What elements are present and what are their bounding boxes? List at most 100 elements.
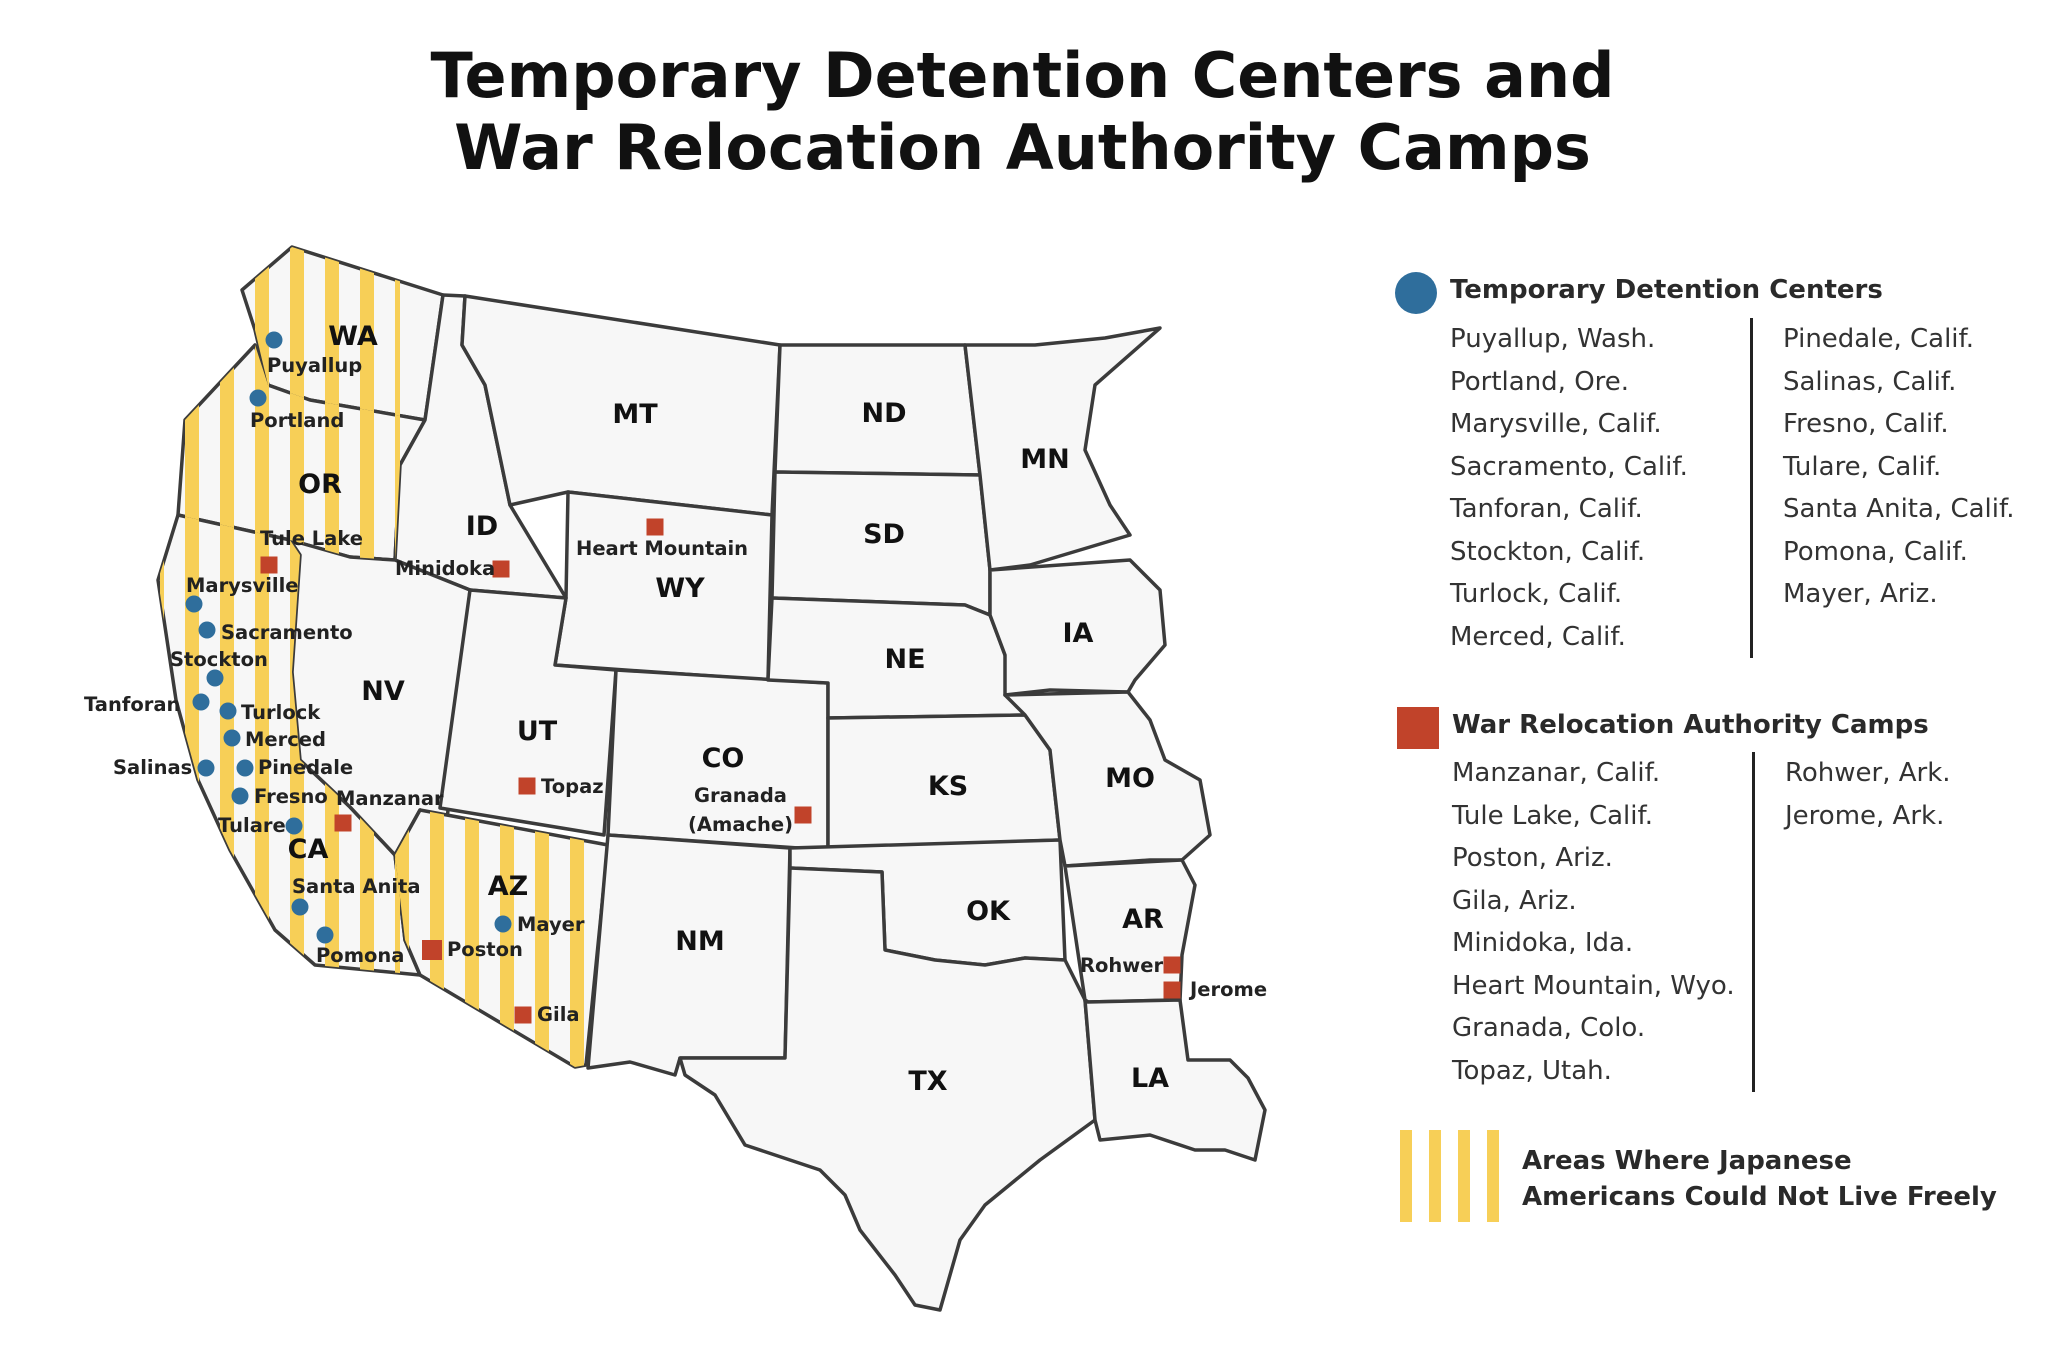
detention-marker-marysville — [185, 595, 203, 613]
detention-marker-tanforan — [192, 693, 210, 711]
map-title-line-2: War Relocation Authority Camps — [454, 111, 1591, 184]
wra-list-item: Minidoka, Ida. — [1452, 928, 1634, 958]
detention-list-item: Pinedale, Calif. — [1783, 324, 1975, 354]
state-label-ia: IA — [1063, 618, 1094, 649]
wra-marker-topaz — [518, 777, 536, 795]
detention-label-tulare: Tulare — [218, 814, 286, 837]
wra-marker-gila — [514, 1006, 532, 1024]
detention-list-item: Tanforan, Calif. — [1450, 494, 1643, 524]
state-label-mt: MT — [612, 399, 658, 430]
wra-marker-poston — [422, 940, 442, 960]
detention-list-item: Mayer, Ariz. — [1783, 579, 1938, 609]
detention-list-item: Pomona, Calif. — [1783, 536, 1968, 567]
state-label-ok: OK — [966, 896, 1011, 927]
wra-label-minidoka: Minidoka — [395, 557, 495, 580]
wra-label-heart-mountain: Heart Mountain — [576, 537, 748, 560]
wra-label-tule-lake: Tule Lake — [260, 527, 363, 550]
detention-marker-sacramento — [198, 621, 216, 639]
wra-label-manzanar: Manzanar — [336, 787, 444, 810]
wra-label-gila: Gila — [537, 1003, 580, 1026]
wra-list-item: Rohwer, Ark. — [1785, 758, 1951, 788]
detention-marker-tulare — [285, 817, 303, 835]
detention-list-item: Stockton, Calif. — [1450, 536, 1646, 567]
detention-label-marysville: Marysville — [186, 574, 299, 597]
wra-marker-tule-lake — [260, 556, 278, 574]
detention-marker-mayer — [494, 915, 512, 933]
wra-marker-minidoka — [492, 560, 510, 578]
detention-list-item: Merced, Calif. — [1450, 621, 1626, 652]
wra-column-divider — [1752, 752, 1755, 1092]
detention-list-col-2: Pinedale, Calif. Salinas, Calif. Fresno, C… — [1783, 318, 2015, 616]
wra-marker-heart-mountain — [646, 518, 664, 536]
detention-list-col-1: Puyallup, Wash. Portland, Ore. Marysville,… — [1450, 318, 1688, 658]
detention-marker-merced — [223, 729, 241, 747]
state-la — [1083, 998, 1267, 1162]
state-label-mn: MN — [1020, 444, 1069, 475]
map-title: Temporary Detention Centers and War Relo… — [0, 40, 2045, 184]
state-label-nm: NM — [675, 926, 724, 957]
state-label-co: CO — [702, 743, 745, 774]
wra-list-item: Poston, Ariz. — [1452, 843, 1613, 873]
detention-marker-salinas — [197, 759, 215, 777]
detention-marker-fresno — [231, 787, 249, 805]
state-label-ar: AR — [1122, 904, 1164, 935]
restricted-legend-line-1: Areas Where Japanese — [1522, 1146, 1852, 1176]
detention-label-stockton: Stockton — [170, 648, 268, 671]
wra-list-item: Tule Lake, Calif. — [1452, 800, 1654, 831]
state-label-ut: UT — [517, 716, 558, 747]
state-mn — [963, 326, 1162, 572]
detention-marker-pomona — [316, 926, 334, 944]
detention-label-santa-anita: Santa Anita — [292, 875, 421, 898]
detention-list-item: Puyallup, Wash. — [1450, 324, 1656, 354]
wra-list-item: Manzanar, Calif. — [1452, 758, 1661, 788]
state-label-id: ID — [466, 511, 498, 542]
detention-label-turlock: Turlock — [241, 701, 321, 724]
state-label-nv: NV — [361, 676, 405, 707]
detention-marker-puyallup — [265, 331, 283, 349]
state-label-ca: CA — [288, 834, 329, 865]
detention-column-divider — [1750, 318, 1753, 658]
detention-list-item: Fresno, Calif. — [1783, 409, 1949, 439]
granada-label-line-2: (Amache) — [688, 813, 793, 836]
detention-list-item: Salinas, Calif. — [1783, 366, 1957, 397]
detention-label-pinedale: Pinedale — [258, 756, 353, 779]
restricted-legend-line-2: Americans Could Not Live Freely — [1522, 1182, 1997, 1212]
detention-marker-santa-anita — [291, 898, 309, 916]
state-tx — [678, 866, 1097, 1312]
map-title-line-1: Temporary Detention Centers and — [430, 39, 1615, 112]
state-label-la: LA — [1131, 1063, 1169, 1094]
wra-list-item: Heart Mountain, Wyo. — [1452, 970, 1735, 1001]
wra-legend-icon — [1397, 707, 1439, 749]
detention-label-portland: Portland — [250, 409, 344, 432]
state-label-sd: SD — [863, 519, 905, 550]
wra-label-poston: Poston — [447, 938, 523, 961]
wra-list-col-1: Manzanar, Calif. Tule Lake, Calif. Poston,… — [1452, 752, 1735, 1092]
wra-list-item: Gila, Ariz. — [1452, 885, 1577, 916]
detention-label-sacramento: Sacramento — [221, 621, 353, 644]
wra-legend-heading: War Relocation Authority Camps — [1452, 710, 1929, 740]
detention-marker-turlock — [219, 702, 237, 720]
wra-marker-rohwer — [1163, 956, 1181, 974]
detention-marker-portland — [249, 389, 267, 407]
detention-list-item: Santa Anita, Calif. — [1783, 494, 2015, 524]
wra-marker-manzanar — [334, 814, 352, 832]
wra-list-item: Granada, Colo. — [1452, 1013, 1646, 1043]
detention-list-item: Turlock, Calif. — [1450, 579, 1623, 609]
detention-label-pomona: Pomona — [316, 944, 404, 967]
wra-list-item: Topaz, Utah. — [1452, 1055, 1612, 1086]
restricted-legend-icon — [1400, 1130, 1500, 1222]
detention-list-item: Sacramento, Calif. — [1450, 451, 1688, 482]
detention-list-item: Portland, Ore. — [1450, 366, 1630, 397]
detention-label-mayer: Mayer — [517, 913, 585, 936]
wra-list-col-2: Rohwer, Ark. Jerome, Ark. — [1785, 752, 1951, 837]
wra-marker-jerome — [1163, 981, 1181, 999]
state-label-wy: WY — [655, 573, 705, 604]
detention-marker-stockton — [206, 669, 224, 687]
state-label-tx: TX — [908, 1066, 947, 1097]
detention-legend-heading: Temporary Detention Centers — [1450, 275, 1883, 305]
granada-label-line-1: Granada — [694, 784, 787, 807]
detention-label-salinas: Salinas — [113, 756, 192, 779]
wra-label-jerome: Jerome — [1188, 978, 1267, 1001]
state-label-ks: KS — [928, 771, 968, 802]
